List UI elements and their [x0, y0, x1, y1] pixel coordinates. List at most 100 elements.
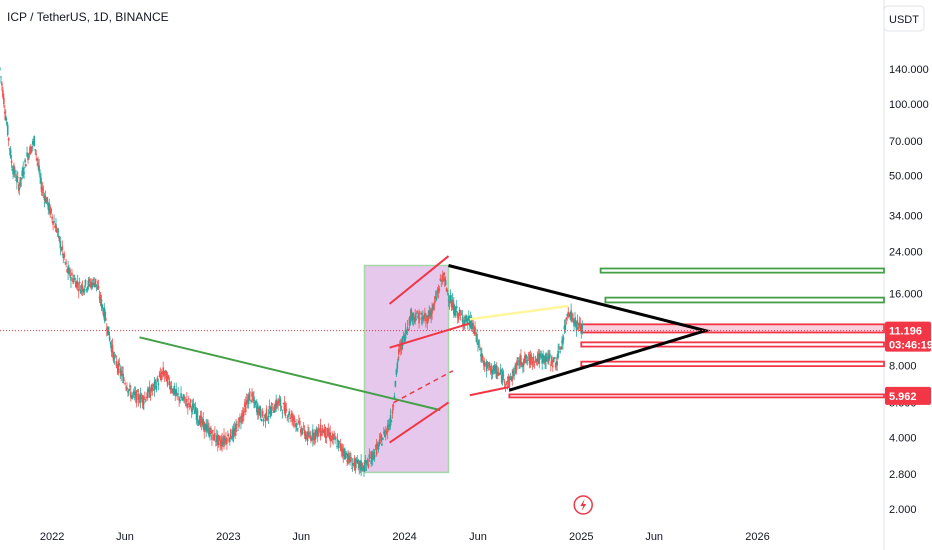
candle-body [210, 428, 212, 434]
dashed-red-line[interactable] [393, 370, 454, 404]
candle-body [455, 306, 458, 309]
candle-body [573, 321, 575, 327]
red-zone[interactable] [580, 341, 885, 348]
candle-body [558, 346, 560, 348]
candle-body [89, 283, 92, 287]
candle-body [435, 297, 438, 300]
green-trendline[interactable] [139, 336, 441, 412]
candle-body [575, 323, 578, 331]
candle-body [366, 459, 369, 464]
candle-body [395, 369, 398, 375]
candle-body [75, 281, 78, 288]
x-tick-label: Jun [116, 531, 134, 543]
red-channel-line[interactable] [389, 401, 450, 444]
candle-body [378, 439, 381, 444]
candle-body [509, 376, 512, 380]
candle-body [556, 361, 558, 366]
candle-body [181, 398, 183, 400]
candle-body [196, 409, 199, 420]
red-zone[interactable] [580, 323, 885, 334]
candle-body [489, 368, 492, 372]
candle-body [202, 418, 205, 426]
candle-body [364, 460, 367, 464]
candle-body [520, 355, 522, 366]
candle-body [530, 356, 533, 359]
candle-body [335, 437, 337, 439]
candle-body [47, 203, 50, 210]
candle-body [190, 407, 193, 412]
red-channel-line[interactable] [389, 322, 471, 349]
candle-body [197, 420, 200, 423]
candle-body [234, 430, 236, 436]
candle-body [278, 399, 281, 402]
candle-body [501, 371, 504, 382]
green-zone[interactable] [599, 267, 885, 274]
candle-body [338, 441, 341, 443]
candle-body [279, 398, 282, 407]
candle-body [535, 358, 538, 363]
candle-body [248, 393, 251, 401]
candle-body [342, 451, 345, 456]
candle-body [394, 381, 397, 387]
candle-body [330, 438, 332, 442]
candle-body [418, 311, 420, 324]
candle-body [155, 385, 158, 390]
candle-body [22, 167, 24, 177]
candle-body [185, 404, 187, 406]
candle-body [162, 370, 165, 376]
candle-body [3, 97, 5, 105]
candle-body [505, 383, 508, 384]
red-zone[interactable] [508, 393, 885, 399]
flash-icon-glyph [580, 499, 587, 511]
candle-body [40, 177, 42, 183]
yellow-trendline[interactable] [469, 304, 569, 321]
candle-body [173, 385, 176, 395]
candle-body [226, 438, 228, 445]
candle-body [145, 399, 147, 402]
y-tick-label: 50.000 [889, 171, 923, 183]
green-zone[interactable] [604, 296, 885, 304]
candle-body [13, 165, 15, 174]
candle-body [468, 318, 471, 327]
candle-body [485, 361, 488, 372]
candle-body [222, 442, 224, 446]
candle-body [452, 302, 454, 310]
currency-button[interactable]: USDT [883, 5, 925, 32]
candle-body [560, 347, 562, 350]
red-channel-line[interactable] [388, 255, 450, 305]
candle-body [227, 434, 229, 437]
candle-body [426, 316, 429, 324]
level-tag-bg [885, 386, 931, 405]
candle-body [116, 366, 119, 369]
candle-body [238, 417, 240, 428]
candle-body [540, 355, 543, 357]
candle-body [386, 424, 389, 433]
candle-body [97, 286, 100, 289]
candle-body [377, 443, 380, 450]
candle-body [236, 424, 238, 425]
candle-body [474, 327, 476, 335]
candle-body [145, 396, 148, 399]
candle-body [225, 438, 227, 444]
candle-body [506, 381, 509, 383]
candle-body [291, 413, 293, 422]
red-channel-line[interactable] [469, 386, 510, 397]
candle-body [310, 435, 312, 441]
candle-body [53, 221, 55, 223]
candle-body [301, 431, 304, 433]
candle-body [122, 373, 124, 383]
candle-body [201, 419, 204, 424]
candle-body [381, 443, 383, 446]
y-tick-label: 2.000 [889, 504, 917, 516]
candle-body [297, 428, 299, 430]
candle-body [326, 428, 329, 437]
red-zone[interactable] [580, 360, 885, 368]
candle-body [346, 459, 348, 462]
candle-body [21, 170, 24, 176]
candle-body [250, 400, 252, 402]
candle-body [341, 448, 344, 452]
candle-body [272, 412, 275, 413]
candle-body [497, 372, 500, 374]
